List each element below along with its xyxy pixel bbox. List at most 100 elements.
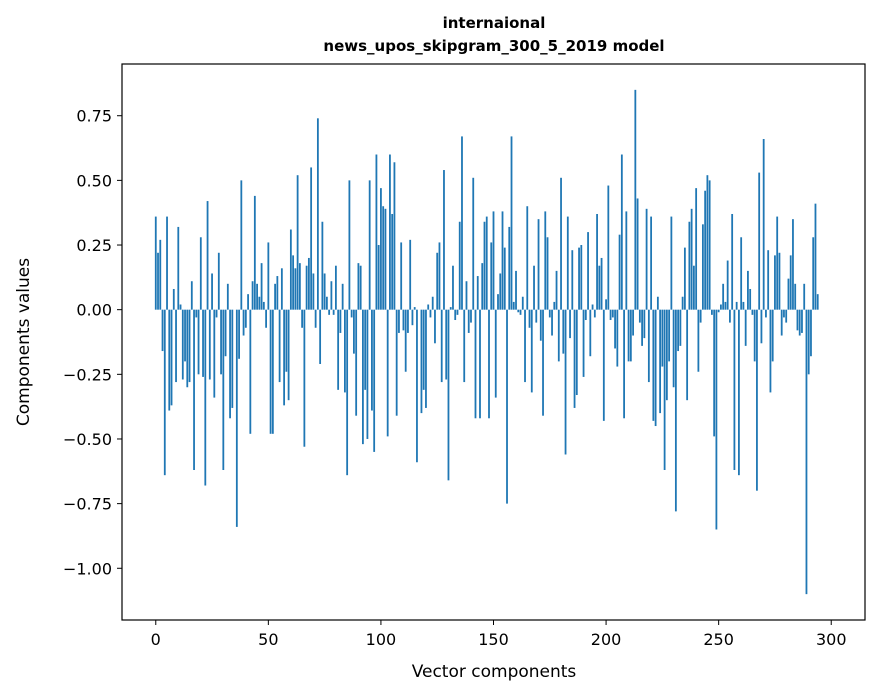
- bar-94: [366, 309, 369, 439]
- bar-243: [701, 224, 704, 310]
- bar-100: [380, 188, 382, 310]
- bar-86: [348, 180, 351, 310]
- bar-12: [181, 309, 184, 380]
- bar-183: [566, 216, 569, 310]
- bar-255: [729, 309, 731, 323]
- bar-18: [195, 309, 198, 318]
- bar-162: [519, 309, 522, 315]
- bar-3: [161, 309, 164, 352]
- bar-139: [467, 309, 470, 333]
- bar-156: [506, 309, 508, 504]
- bar-133: [454, 309, 457, 321]
- bar-160: [515, 270, 517, 310]
- bar-229: [670, 216, 673, 310]
- bar-147: [485, 216, 488, 310]
- bar-50: [267, 242, 270, 310]
- bar-215: [638, 309, 641, 323]
- bar-27: [215, 309, 218, 318]
- bar-226: [663, 309, 666, 470]
- y-axis-ticks: −1.00 −0.75 −0.50 −0.25 0.00 0.25 0.50 0.75: [63, 107, 122, 578]
- bar-130: [447, 309, 450, 481]
- bar-98: [375, 154, 378, 310]
- y-tick-label: −0.25: [63, 365, 112, 384]
- bar-259: [738, 309, 740, 476]
- bar-125: [436, 252, 439, 310]
- bar-234: [681, 296, 684, 310]
- bar-111: [404, 309, 407, 372]
- bar-149: [490, 242, 493, 310]
- bar-24: [208, 309, 211, 380]
- bar-153: [499, 273, 502, 310]
- bar-68: [307, 257, 310, 310]
- bar-96: [371, 309, 373, 411]
- bar-57: [283, 309, 286, 406]
- y-tick-label: −0.50: [63, 430, 112, 449]
- bar-112: [407, 309, 409, 333]
- bar-21: [202, 309, 204, 377]
- bar-201: [607, 185, 610, 310]
- bar-87: [350, 309, 353, 318]
- bar-260: [740, 237, 743, 310]
- bar-72: [316, 118, 319, 310]
- y-tick-label: 0.75: [76, 107, 112, 126]
- bar-198: [600, 257, 603, 310]
- bar-273: [769, 309, 772, 393]
- bar-225: [661, 309, 664, 367]
- bar-78: [330, 281, 333, 310]
- bar-235: [683, 247, 686, 310]
- bar-204: [614, 309, 616, 349]
- bar-134: [456, 309, 459, 315]
- bar-169: [535, 309, 538, 323]
- bar-220: [650, 216, 653, 310]
- bar-13: [184, 309, 186, 362]
- bar-287: [801, 309, 803, 333]
- bar-115: [413, 307, 416, 310]
- bar-48: [262, 301, 265, 310]
- bar-240: [695, 188, 698, 310]
- x-tick-label: 200: [591, 630, 622, 649]
- bar-279: [783, 309, 785, 318]
- bar-224: [659, 309, 662, 414]
- bar-281: [787, 278, 790, 310]
- bar-15: [188, 309, 191, 383]
- bar-252: [722, 283, 725, 310]
- bar-178: [555, 270, 558, 310]
- bar-221: [652, 309, 655, 421]
- bar-267: [756, 309, 758, 491]
- bar-216: [641, 309, 643, 346]
- bar-294: [816, 294, 819, 310]
- bar-219: [647, 309, 650, 383]
- bar-239: [692, 265, 695, 310]
- bar-272: [767, 250, 770, 310]
- bar-151: [494, 309, 497, 398]
- bar-32: [226, 283, 229, 310]
- bar-75: [323, 273, 326, 310]
- bar-105: [391, 213, 394, 310]
- bar-7: [170, 309, 173, 406]
- bar-142: [474, 309, 477, 419]
- bar-163: [521, 296, 524, 310]
- bar-265: [751, 309, 754, 315]
- x-tick-label: 100: [366, 630, 397, 649]
- bar-80: [334, 265, 337, 310]
- bar-191: [584, 309, 587, 321]
- bar-236: [686, 309, 689, 401]
- bar-140: [470, 309, 472, 323]
- bar-55: [278, 309, 281, 383]
- y-axis-label: Components values: [14, 258, 34, 426]
- bar-44: [253, 195, 256, 310]
- bar-155: [503, 247, 506, 310]
- bar-171: [539, 309, 542, 341]
- bar-52: [271, 309, 274, 434]
- bar-128: [443, 170, 445, 310]
- bar-65: [301, 309, 304, 328]
- bar-104: [389, 154, 391, 310]
- bar-257: [733, 309, 736, 470]
- bar-90: [357, 263, 360, 310]
- bar-213: [634, 89, 637, 310]
- bar-166: [528, 309, 531, 328]
- bar-28: [217, 252, 220, 310]
- bar-107: [395, 309, 398, 416]
- bar-174: [546, 237, 549, 310]
